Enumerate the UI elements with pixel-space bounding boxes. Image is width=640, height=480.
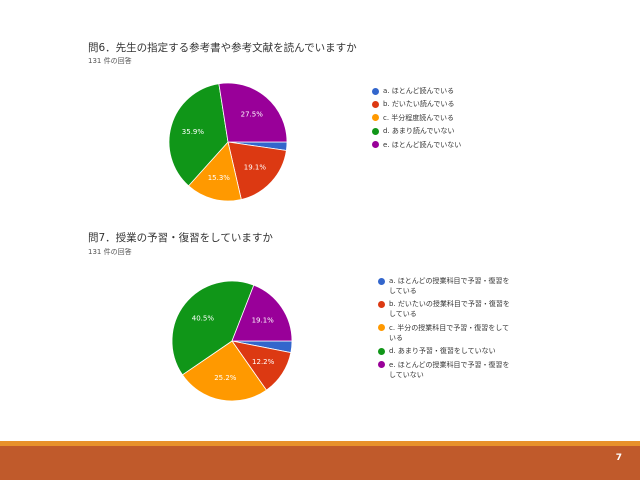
legend-q6-swatch-4 [372, 141, 379, 149]
pie-q7-data-label-1: 12.2% [252, 358, 275, 366]
pie-q7-data-label-3: 40.5% [192, 314, 215, 322]
legend-q7-swatch-1 [378, 300, 385, 308]
legend-q6-swatch-3 [372, 127, 379, 135]
legend-q7-label-0: a. ほとんどの授業科目で予習・復習を している [389, 277, 510, 295]
legend-q6-item-4[interactable]: e. ほとんど読んでいない [372, 140, 532, 150]
legend-q7: a. ほとんどの授業科目で予習・復習を している b. だいたいの授業科目で予習・… [378, 276, 538, 383]
legend-q6-item-0[interactable]: a. ほとんど読んでいる [372, 86, 532, 96]
page-number: 7 [615, 453, 622, 463]
chart-q6-response-count: 131 件の回答 [88, 57, 132, 65]
legend-q7-swatch-0 [378, 277, 385, 285]
legend-q6-label-3: d. あまり読んでいない [383, 127, 455, 136]
pie-q7-data-label-4: 19.1% [252, 317, 275, 325]
legend-q6-swatch-1 [372, 100, 379, 108]
legend-q7-item-1[interactable]: b. だいたいの授業科目で予習・復習を している [378, 299, 538, 319]
legend-q6-item-3[interactable]: d. あまり読んでいない [372, 126, 532, 136]
footer-band: 7 [0, 446, 640, 480]
pie-q7-slice-4 [231, 284, 293, 342]
footer-accent-line [0, 441, 640, 446]
pie-chart-q7: 12.2% 25.2% 40.5% 19.1% [171, 280, 293, 402]
legend-q6-label-1: b. だいたい読んでいる [383, 100, 455, 109]
pie-q6-data-label-1: 19.1% [244, 163, 267, 171]
pie-q6-data-label-4: 27.5% [241, 111, 264, 119]
legend-q6-swatch-0 [372, 87, 379, 95]
legend-q7-item-0[interactable]: a. ほとんどの授業科目で予習・復習を している [378, 276, 538, 296]
pie-q6-data-label-3: 35.9% [182, 128, 205, 136]
legend-q7-item-3[interactable]: d. あまり予習・復習をしていない [378, 346, 538, 356]
legend-q6-item-1[interactable]: b. だいたい読んでいる [372, 99, 532, 109]
legend-q7-swatch-3 [378, 347, 385, 355]
legend-q6-label-0: a. ほとんど読んでいる [383, 87, 455, 95]
pie-q6-slice-4 [218, 82, 288, 143]
pie-q7-slice-2 [181, 340, 267, 402]
pie-q6-slice-3 [168, 83, 229, 187]
pie-q6-slice-1 [227, 141, 287, 200]
pie-q7-data-label-2: 25.2% [214, 374, 237, 382]
legend-q7-item-2[interactable]: c. 半分の授業科目で予習・復習をして いる [378, 323, 538, 343]
pie-q7-slice-3 [171, 280, 255, 376]
legend-q7-label-4: e. ほとんどの授業科目で予習・復習を していない [389, 360, 510, 379]
legend-q6: a. ほとんど読んでいる b. だいたい読んでいる c. 半分程度読んでいる d. あ… [372, 86, 532, 153]
legend-q6-swatch-2 [372, 114, 379, 122]
legend-q7-label-1: b. だいたいの授業科目で予習・復習を している [389, 300, 510, 319]
chart-q7-title: 問7．授業の予習・復習をしていますか [88, 232, 273, 244]
legend-q7-swatch-2 [378, 324, 385, 332]
pie-chart-q6: 19.1% 15.3% 35.9% 27.5% [168, 82, 288, 202]
legend-q7-swatch-4 [378, 361, 385, 369]
legend-q7-label-2: c. 半分の授業科目で予習・復習をして いる [389, 323, 510, 342]
chart-q7-response-count: 131 件の回答 [88, 248, 132, 256]
legend-q7-label-3: d. あまり予習・復習をしていない [389, 347, 496, 356]
legend-q6-item-2[interactable]: c. 半分程度読んでいる [372, 113, 532, 123]
pie-q6-data-label-2: 15.3% [208, 174, 231, 182]
pie-q6-slice-2 [187, 141, 242, 202]
legend-q6-label-4: e. ほとんど読んでいない [383, 140, 462, 149]
chart-q6-title: 問6．先生の指定する参考書や参考文献を読んでいますか [88, 42, 357, 54]
legend-q7-item-4[interactable]: e. ほとんどの授業科目で予習・復習を していない [378, 360, 538, 380]
legend-q6-label-2: c. 半分程度読んでいる [383, 113, 454, 122]
